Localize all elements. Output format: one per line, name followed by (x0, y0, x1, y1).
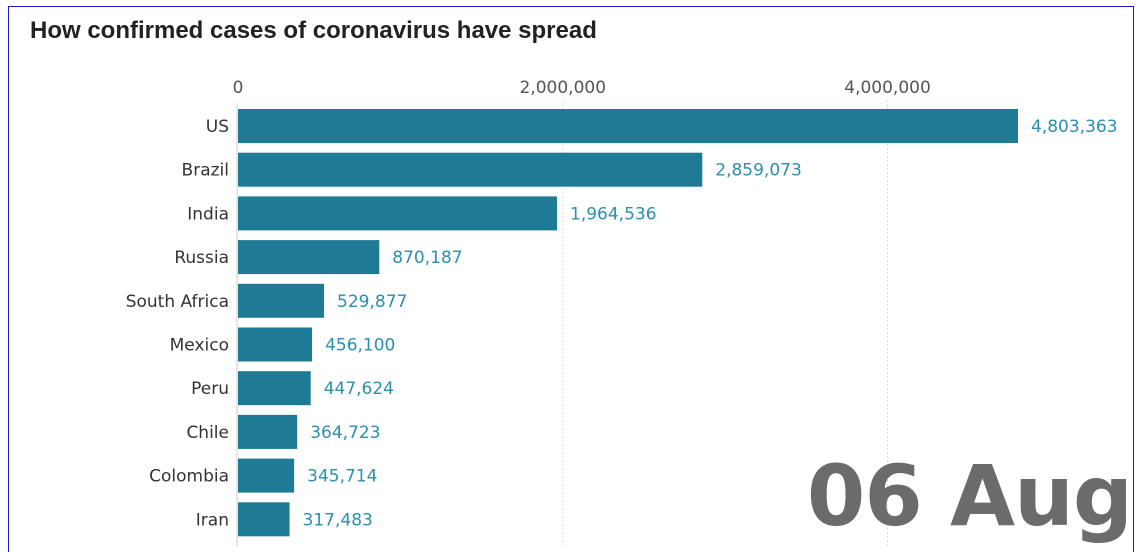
category-label: Brazil (182, 161, 229, 181)
value-label: 364,723 (310, 423, 380, 443)
value-label: 447,624 (324, 379, 394, 399)
category-label: Peru (191, 379, 229, 399)
x-tick-label: 0 (233, 78, 244, 98)
x-tick-label: 4,000,000 (844, 78, 931, 98)
category-label: Iran (196, 510, 229, 530)
category-label: Chile (186, 423, 229, 443)
date-stamp: 06 Aug (806, 447, 1133, 545)
bar (238, 502, 290, 537)
x-tick-label: 2,000,000 (520, 78, 607, 98)
category-label: India (187, 204, 229, 224)
value-label: 345,714 (307, 467, 377, 487)
value-label: 870,187 (392, 248, 462, 268)
chart-title: How confirmed cases of coronavirus have … (30, 17, 597, 44)
category-label: South Africa (126, 292, 229, 312)
value-label: 4,803,363 (1031, 117, 1118, 137)
category-label: US (206, 117, 229, 137)
value-label: 529,877 (337, 292, 407, 312)
bar (238, 152, 703, 187)
bar (238, 196, 558, 231)
bar (238, 371, 311, 406)
bar (238, 458, 295, 493)
bar (238, 414, 298, 449)
category-label: Colombia (149, 467, 229, 487)
value-label: 1,964,536 (570, 204, 657, 224)
bar (238, 109, 1018, 143)
bar (238, 240, 380, 275)
bar (238, 283, 325, 318)
value-label: 317,483 (303, 510, 373, 530)
category-label: Russia (174, 248, 229, 268)
value-label: 2,859,073 (715, 161, 802, 181)
category-label: Mexico (170, 336, 229, 356)
chart-frame (8, 6, 1134, 552)
bar (238, 327, 313, 362)
value-label: 456,100 (325, 336, 395, 356)
